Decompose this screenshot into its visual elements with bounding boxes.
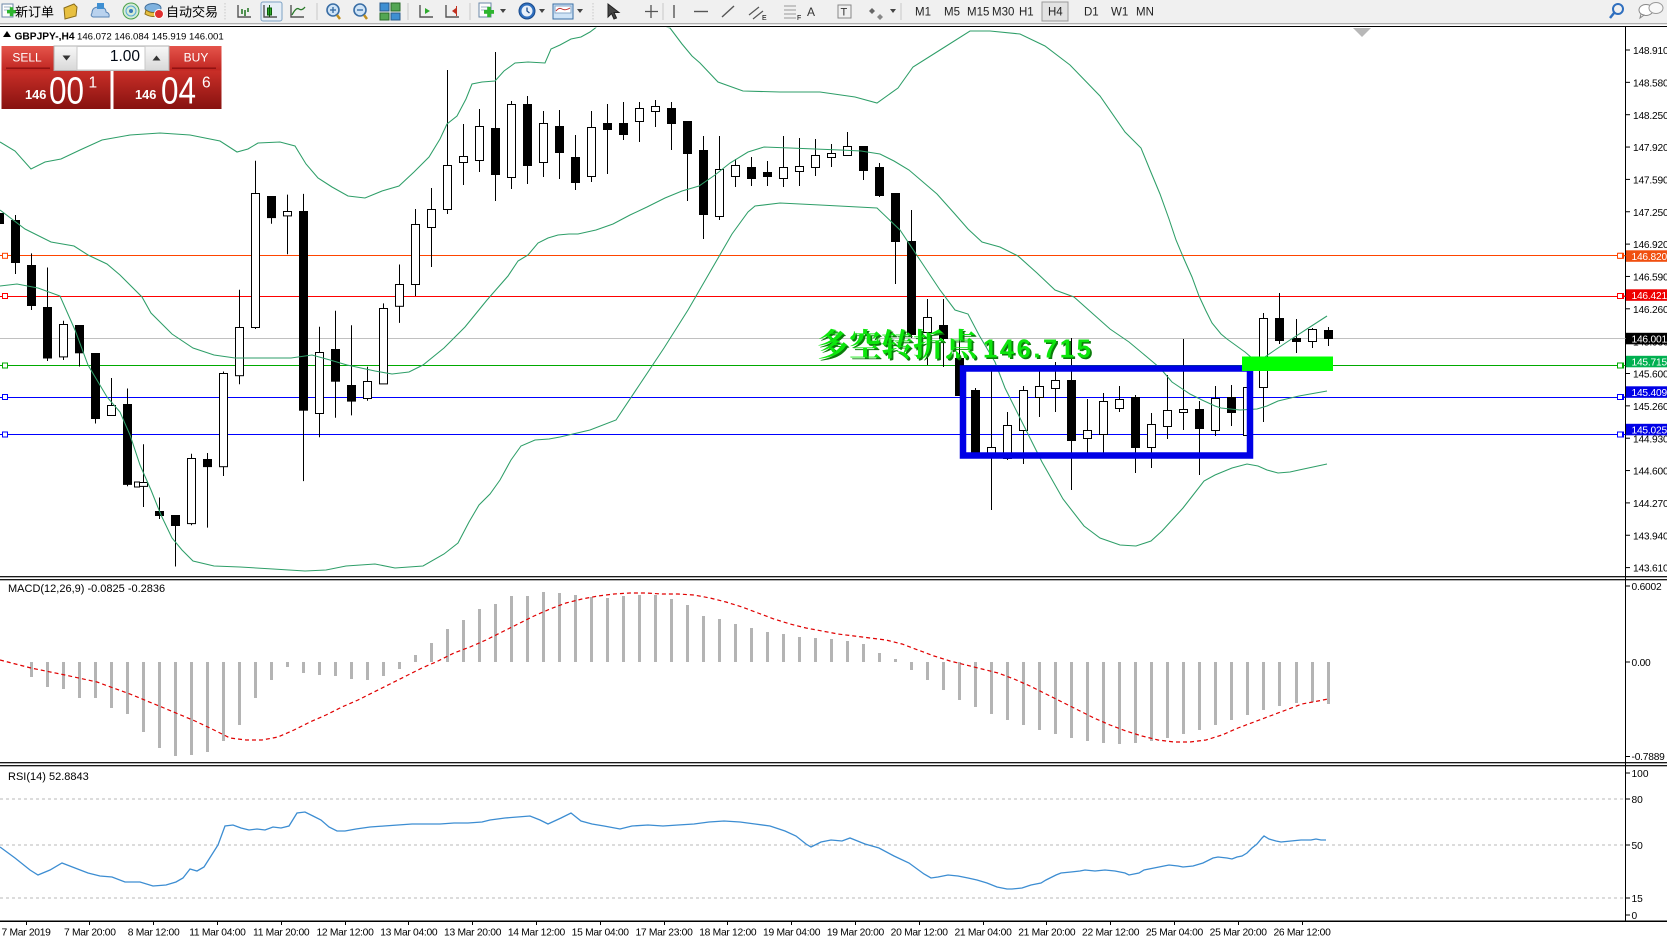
svg-text:146: 146 [25,87,46,102]
svg-text:0.00: 0.00 [1632,658,1652,669]
svg-text:21 Mar 04:00: 21 Mar 04:00 [954,928,1012,939]
svg-text:145.600: 145.600 [1633,370,1667,381]
svg-text:GBPJPY-,H4: GBPJPY-,H4 [15,32,75,43]
svg-text:15: 15 [1632,894,1644,905]
svg-text:147.920: 147.920 [1633,143,1667,154]
svg-text:80: 80 [1632,795,1644,806]
svg-text:11 Mar 04:00: 11 Mar 04:00 [189,928,246,939]
svg-text:7 Mar 2019: 7 Mar 2019 [1,928,51,939]
svg-text:146.820: 146.820 [1632,252,1667,263]
svg-text:148.580: 148.580 [1633,78,1667,89]
svg-text:H4: H4 [1048,7,1063,19]
svg-text:BUY: BUY [184,51,209,65]
svg-text:W1: W1 [1111,7,1128,19]
svg-text:M15: M15 [967,7,989,19]
svg-text:146.920: 146.920 [1633,240,1667,251]
svg-text:1.00: 1.00 [110,48,141,65]
svg-text:0.6002: 0.6002 [1632,582,1662,593]
svg-text:144.270: 144.270 [1633,499,1667,510]
svg-text:146.590: 146.590 [1633,273,1667,284]
svg-text:146.715: 146.715 [985,337,1095,365]
svg-text:22 Mar 12:00: 22 Mar 12:00 [1082,928,1140,939]
svg-text:MACD(12,26,9) -0.0825 -0.2836: MACD(12,26,9) -0.0825 -0.2836 [8,583,165,595]
svg-text:15 Mar 04:00: 15 Mar 04:00 [572,928,630,939]
svg-text:144.930: 144.930 [1633,434,1667,445]
svg-text:18 Mar 12:00: 18 Mar 12:00 [699,928,757,939]
svg-text:146.715: 146.715 [983,336,1093,364]
svg-text:-0.7889: -0.7889 [1632,752,1666,763]
svg-text:146.001: 146.001 [1632,335,1667,346]
svg-text:144.600: 144.600 [1633,467,1667,478]
svg-text:12 Mar 12:00: 12 Mar 12:00 [316,928,374,939]
svg-text:100: 100 [1632,769,1649,780]
svg-text:25 Mar 20:00: 25 Mar 20:00 [1210,928,1268,939]
svg-text:D1: D1 [1084,7,1099,19]
svg-text:M30: M30 [992,7,1014,19]
svg-text:147.590: 147.590 [1633,176,1667,187]
svg-text:F: F [797,15,801,22]
svg-text:146: 146 [135,87,156,102]
svg-text:26 Mar 12:00: 26 Mar 12:00 [1273,928,1331,939]
svg-text:6: 6 [202,75,211,92]
svg-text:17 Mar 23:00: 17 Mar 23:00 [635,928,693,939]
svg-text:21 Mar 20:00: 21 Mar 20:00 [1018,928,1076,939]
svg-text:04: 04 [161,71,196,113]
svg-text:145.025: 145.025 [1632,426,1667,437]
svg-text:1: 1 [89,75,98,92]
svg-text:50: 50 [1632,841,1644,852]
svg-text:145.260: 145.260 [1633,402,1667,413]
svg-text:7 Mar 20:00: 7 Mar 20:00 [64,928,116,939]
svg-text:8 Mar 12:00: 8 Mar 12:00 [128,928,180,939]
svg-text:MN: MN [1136,7,1154,19]
svg-text:143.940: 143.940 [1633,531,1667,542]
svg-text:146.260: 146.260 [1633,305,1667,316]
svg-text:H1: H1 [1019,7,1034,19]
svg-text:25 Mar 04:00: 25 Mar 04:00 [1146,928,1204,939]
svg-text:11 Mar 20:00: 11 Mar 20:00 [253,928,310,939]
svg-text:SELL: SELL [12,51,42,65]
svg-text:146.421: 146.421 [1632,291,1667,302]
svg-text:M5: M5 [944,7,960,19]
svg-text:20 Mar 12:00: 20 Mar 12:00 [891,928,949,939]
svg-text:145.409: 145.409 [1632,388,1667,399]
svg-text:146.072 146.084 145.919 146.00: 146.072 146.084 145.919 146.001 [77,32,224,43]
svg-text:19 Mar 20:00: 19 Mar 20:00 [827,928,885,939]
svg-text:RSI(14) 52.8843: RSI(14) 52.8843 [8,771,89,783]
svg-text:M1: M1 [915,7,931,19]
svg-text:148.250: 148.250 [1633,111,1667,122]
svg-text:13 Mar 04:00: 13 Mar 04:00 [380,928,438,939]
svg-text:145.715: 145.715 [1632,358,1667,369]
svg-text:14 Mar 12:00: 14 Mar 12:00 [508,928,566,939]
svg-text:143.610: 143.610 [1633,564,1667,575]
svg-text:00: 00 [49,71,84,113]
svg-text:19 Mar 04:00: 19 Mar 04:00 [763,928,821,939]
svg-text:E: E [762,15,767,22]
svg-text:A: A [807,5,815,19]
svg-text:T: T [841,7,848,19]
svg-text:147.250: 147.250 [1633,208,1667,219]
svg-text:0: 0 [1632,911,1638,922]
svg-text:13 Mar 20:00: 13 Mar 20:00 [444,928,502,939]
svg-text:148.910: 148.910 [1633,46,1667,57]
